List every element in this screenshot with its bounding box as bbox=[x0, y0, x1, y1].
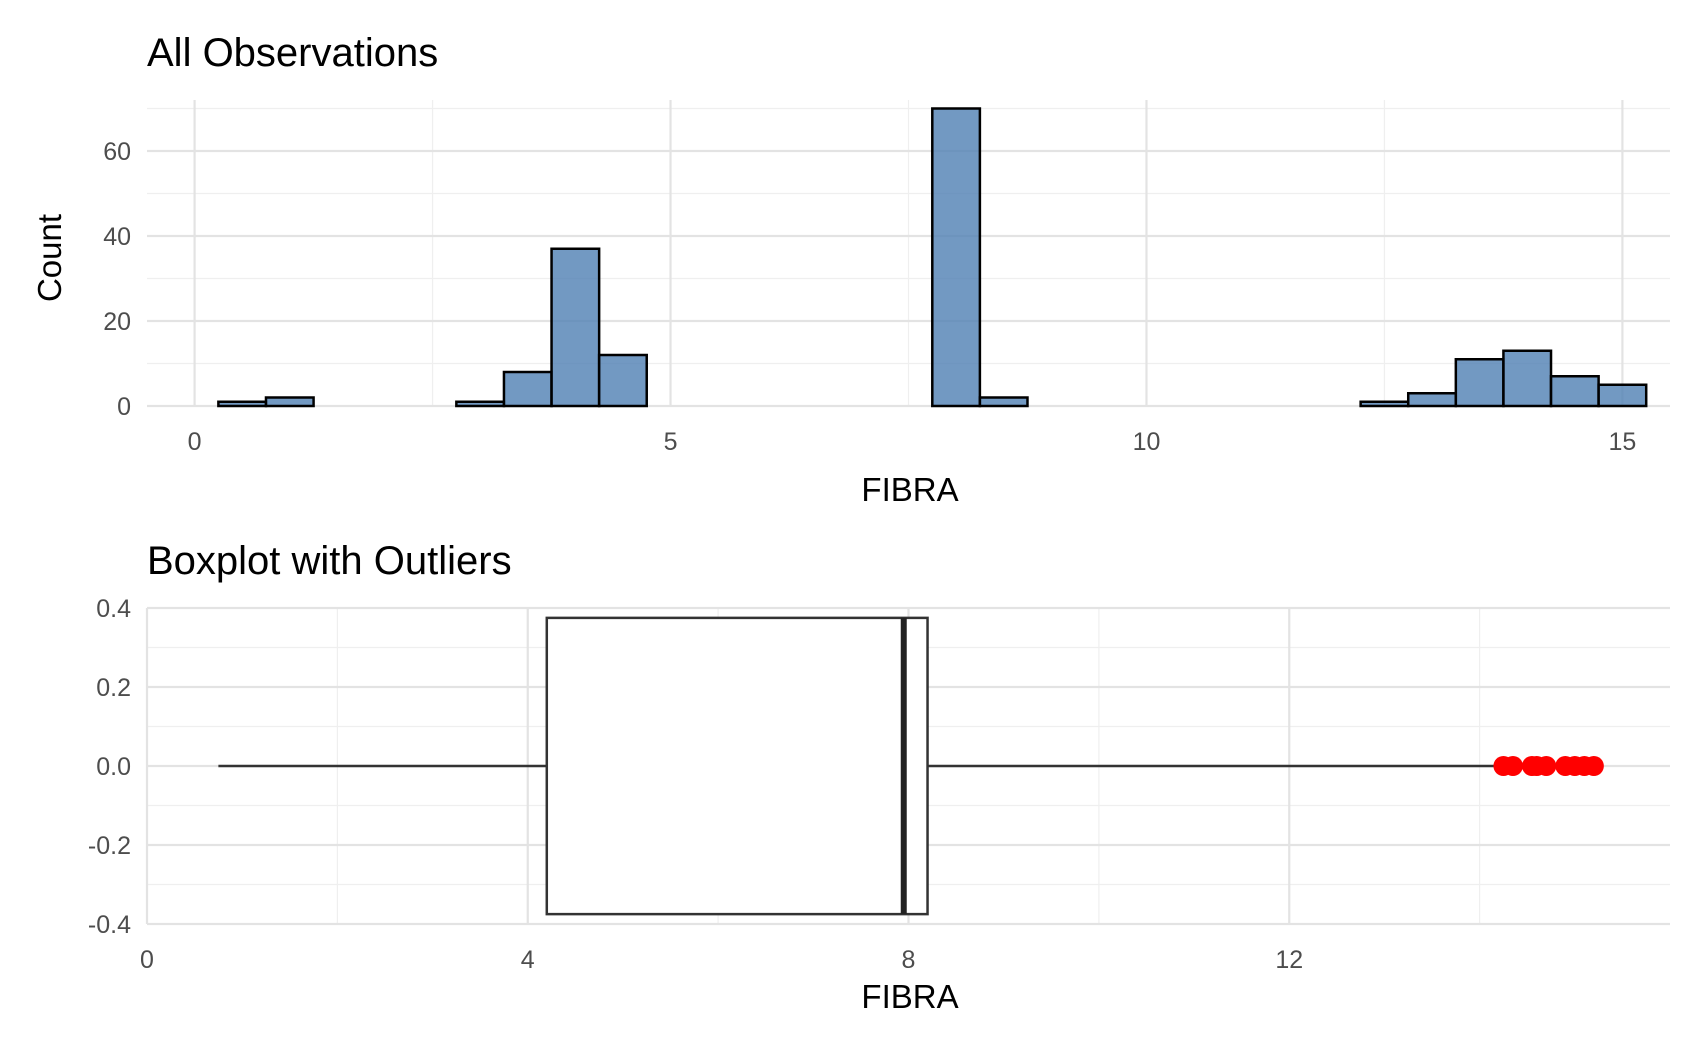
boxplot-box bbox=[547, 618, 928, 914]
boxplot-body bbox=[218, 618, 1498, 914]
histogram-x-ticks: 0 5 10 15 bbox=[188, 428, 1637, 456]
histogram-y-tick-label: 40 bbox=[103, 223, 131, 251]
histogram-bar bbox=[504, 372, 552, 406]
boxplot-outlier-point bbox=[1536, 756, 1556, 776]
histogram-bar bbox=[980, 398, 1028, 407]
boxplot-y-ticks: 0.4 0.2 0.0 -0.2 -0.4 bbox=[88, 595, 131, 939]
histogram-title: All Observations bbox=[147, 31, 438, 75]
histogram-x-tick-label: 5 bbox=[664, 428, 678, 456]
histogram-bar bbox=[1361, 402, 1409, 406]
histogram-y-tick-label: 0 bbox=[117, 393, 131, 421]
histogram-x-tick-label: 0 bbox=[188, 428, 202, 456]
histogram-x-tick-label: 15 bbox=[1609, 428, 1637, 456]
boxplot-x-axis-title: FIBRA bbox=[861, 978, 958, 1015]
histogram-y-tick-label: 60 bbox=[103, 138, 131, 166]
boxplot-title: Boxplot with Outliers bbox=[147, 539, 512, 583]
histogram-bar bbox=[456, 402, 504, 406]
histogram-y-tick-label: 20 bbox=[103, 308, 131, 336]
boxplot-x-ticks: 0 4 8 12 bbox=[140, 946, 1303, 974]
histogram-y-axis-title: Count bbox=[31, 214, 68, 302]
histogram-bar bbox=[552, 249, 600, 406]
boxplot-x-tick-label: 12 bbox=[1275, 946, 1303, 974]
histogram-bar bbox=[599, 355, 647, 406]
histogram-x-axis-title: FIBRA bbox=[861, 471, 958, 508]
boxplot-x-tick-label: 0 bbox=[140, 946, 154, 974]
histogram-bar bbox=[1599, 385, 1647, 406]
boxplot-outlier-point bbox=[1584, 756, 1604, 776]
histogram-bar bbox=[218, 402, 266, 406]
boxplot-outlier-point bbox=[1503, 756, 1523, 776]
boxplot-panel: Boxplot with Outliers 0 4 8 12 0.4 0.2 0.0 -0.… bbox=[88, 539, 1670, 1015]
boxplot-y-tick-label: -0.4 bbox=[88, 911, 131, 939]
histogram-y-ticks: 0 20 40 60 bbox=[103, 138, 131, 421]
histogram-bar bbox=[1551, 376, 1599, 406]
histogram-panel: All Observations 0 5 10 15 0 20 40 60 FIBRA Co… bbox=[31, 31, 1670, 508]
boxplot-outliers bbox=[1493, 756, 1603, 776]
boxplot-y-tick-label: 0.4 bbox=[96, 595, 131, 623]
histogram-bar bbox=[1408, 393, 1456, 406]
boxplot-y-tick-label: -0.2 bbox=[88, 832, 131, 860]
histogram-bar bbox=[1503, 351, 1551, 406]
boxplot-x-tick-label: 8 bbox=[902, 946, 916, 974]
boxplot-y-tick-label: 0.0 bbox=[96, 753, 131, 781]
boxplot-x-tick-label: 4 bbox=[521, 946, 535, 974]
boxplot-y-tick-label: 0.2 bbox=[96, 674, 131, 702]
histogram-x-tick-label: 10 bbox=[1133, 428, 1161, 456]
histogram-bar bbox=[266, 398, 314, 407]
histogram-grid bbox=[147, 100, 1670, 406]
histogram-bar bbox=[1456, 359, 1504, 406]
histogram-bar bbox=[932, 109, 980, 407]
